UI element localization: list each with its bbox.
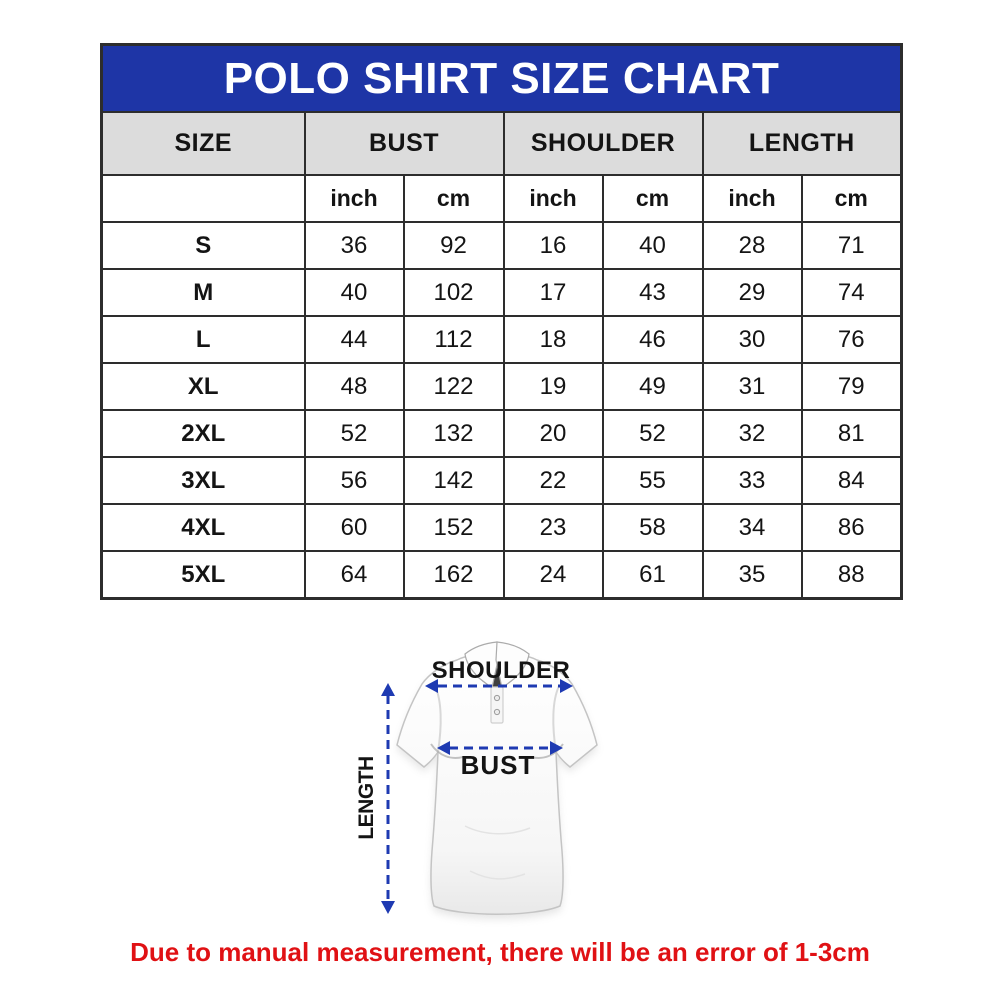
- measurement-value: 34: [701, 503, 803, 552]
- measurement-value: 152: [402, 503, 505, 552]
- measurement-value: 24: [502, 550, 604, 600]
- measurement-note: Due to manual measurement, there will be…: [130, 937, 870, 967]
- column-header-shoulder: SHOULDER: [502, 111, 704, 176]
- size-label: 5XL: [100, 550, 306, 600]
- wrinkle-1: [464, 825, 531, 835]
- measurement-value: 61: [601, 550, 704, 600]
- measurement-value: 18: [502, 315, 604, 364]
- unit-header-shoulder-cm: cm: [601, 174, 704, 223]
- measurement-value: 81: [800, 409, 903, 458]
- bust-label: BUST: [461, 750, 536, 780]
- size-label: M: [100, 268, 306, 317]
- measurement-value: 142: [402, 456, 505, 505]
- measurement-value: 22: [502, 456, 604, 505]
- measurement-value: 64: [303, 550, 405, 600]
- measurement-value: 29: [701, 268, 803, 317]
- measurement-value: 32: [701, 409, 803, 458]
- page-title: POLO SHIRT SIZE CHART: [100, 43, 903, 113]
- measurement-value: 102: [402, 268, 505, 317]
- measurement-value: 35: [701, 550, 803, 600]
- measurement-value: 17: [502, 268, 604, 317]
- collar-flap-left: [464, 641, 499, 690]
- unit-header-bust-inch: inch: [303, 174, 405, 223]
- measurement-value: 74: [800, 268, 903, 317]
- measurement-value: 33: [701, 456, 803, 505]
- group-header-row: SIZE BUST SHOULDER LENGTH: [100, 111, 903, 176]
- measurement-value: 40: [303, 268, 405, 317]
- measurement-value: 52: [601, 409, 704, 458]
- size-label: 2XL: [100, 409, 306, 458]
- size-label: S: [100, 221, 306, 270]
- column-header-length: LENGTH: [701, 111, 903, 176]
- button-2: [493, 708, 501, 716]
- length-label: LENGTH: [355, 756, 378, 839]
- table-row: L 44 112 18 46 30 76: [100, 315, 903, 364]
- column-header-bust: BUST: [303, 111, 505, 176]
- placket: [490, 686, 504, 724]
- measurement-value: 36: [303, 221, 405, 270]
- measurement-value: 84: [800, 456, 903, 505]
- measurement-value: 132: [402, 409, 505, 458]
- table-row: 4XL 60 152 23 58 34 86: [100, 503, 903, 552]
- size-label: 3XL: [100, 456, 306, 505]
- length-arrow: [381, 683, 395, 914]
- table-row: M 40 102 17 43 29 74: [100, 268, 903, 317]
- bust-arrow: [437, 741, 563, 755]
- measurement-value: 49: [601, 362, 704, 411]
- size-chart-table: POLO SHIRT SIZE CHART SIZE BUST SHOULDER…: [100, 43, 904, 600]
- button-1: [493, 694, 501, 702]
- shirt-body: [396, 653, 598, 915]
- blank-cell: [100, 174, 306, 223]
- collar-flap-right: [495, 641, 530, 690]
- wrinkle-2: [469, 870, 526, 880]
- measurement-value: 46: [601, 315, 704, 364]
- unit-header-length-cm: cm: [800, 174, 903, 223]
- measurement-diagram: SHOULDER BUST LENGTH: [345, 626, 675, 940]
- title-row: POLO SHIRT SIZE CHART: [100, 43, 903, 113]
- measurement-value: 122: [402, 362, 505, 411]
- measurement-value: 16: [502, 221, 604, 270]
- measurement-value: 60: [303, 503, 405, 552]
- unit-header-length-inch: inch: [701, 174, 803, 223]
- polo-shirt-illustration: [396, 641, 598, 920]
- measurement-value: 40: [601, 221, 704, 270]
- measurement-value: 55: [601, 456, 704, 505]
- table-row: S 36 92 16 40 28 71: [100, 221, 903, 270]
- measurement-value: 52: [303, 409, 405, 458]
- measurement-value: 88: [800, 550, 903, 600]
- measurement-value: 28: [701, 221, 803, 270]
- measurement-value: 23: [502, 503, 604, 552]
- column-header-size: SIZE: [100, 111, 306, 176]
- measurement-value: 43: [601, 268, 704, 317]
- table-row: 3XL 56 142 22 55 33 84: [100, 456, 903, 505]
- measurement-value: 112: [402, 315, 505, 364]
- measurement-value: 92: [402, 221, 505, 270]
- table-row: 2XL 52 132 20 52 32 81: [100, 409, 903, 458]
- shoulder-arrow: [425, 679, 573, 693]
- measurement-value: 44: [303, 315, 405, 364]
- measurement-value: 31: [701, 362, 803, 411]
- size-label: 4XL: [100, 503, 306, 552]
- measurement-value: 58: [601, 503, 704, 552]
- table-row: XL 48 122 19 49 31 79: [100, 362, 903, 411]
- measurement-value: 71: [800, 221, 903, 270]
- underarm-fold-right: [530, 743, 564, 759]
- measurement-value: 20: [502, 409, 604, 458]
- measurement-value: 79: [800, 362, 903, 411]
- table-row: 5XL 64 162 24 61 35 88: [100, 550, 903, 600]
- unit-header-shoulder-inch: inch: [502, 174, 604, 223]
- size-label: L: [100, 315, 306, 364]
- shoulder-label: SHOULDER: [432, 657, 571, 684]
- measurement-value: 19: [502, 362, 604, 411]
- unit-header-bust-cm: cm: [402, 174, 505, 223]
- measurement-value: 48: [303, 362, 405, 411]
- measurement-value: 76: [800, 315, 903, 364]
- measurement-value: 86: [800, 503, 903, 552]
- measurement-value: 30: [701, 315, 803, 364]
- measurement-value: 162: [402, 550, 505, 600]
- measurement-value: 56: [303, 456, 405, 505]
- unit-header-row: inch cm inch cm inch cm: [100, 174, 903, 223]
- size-label: XL: [100, 362, 306, 411]
- underarm-fold-left: [430, 743, 464, 759]
